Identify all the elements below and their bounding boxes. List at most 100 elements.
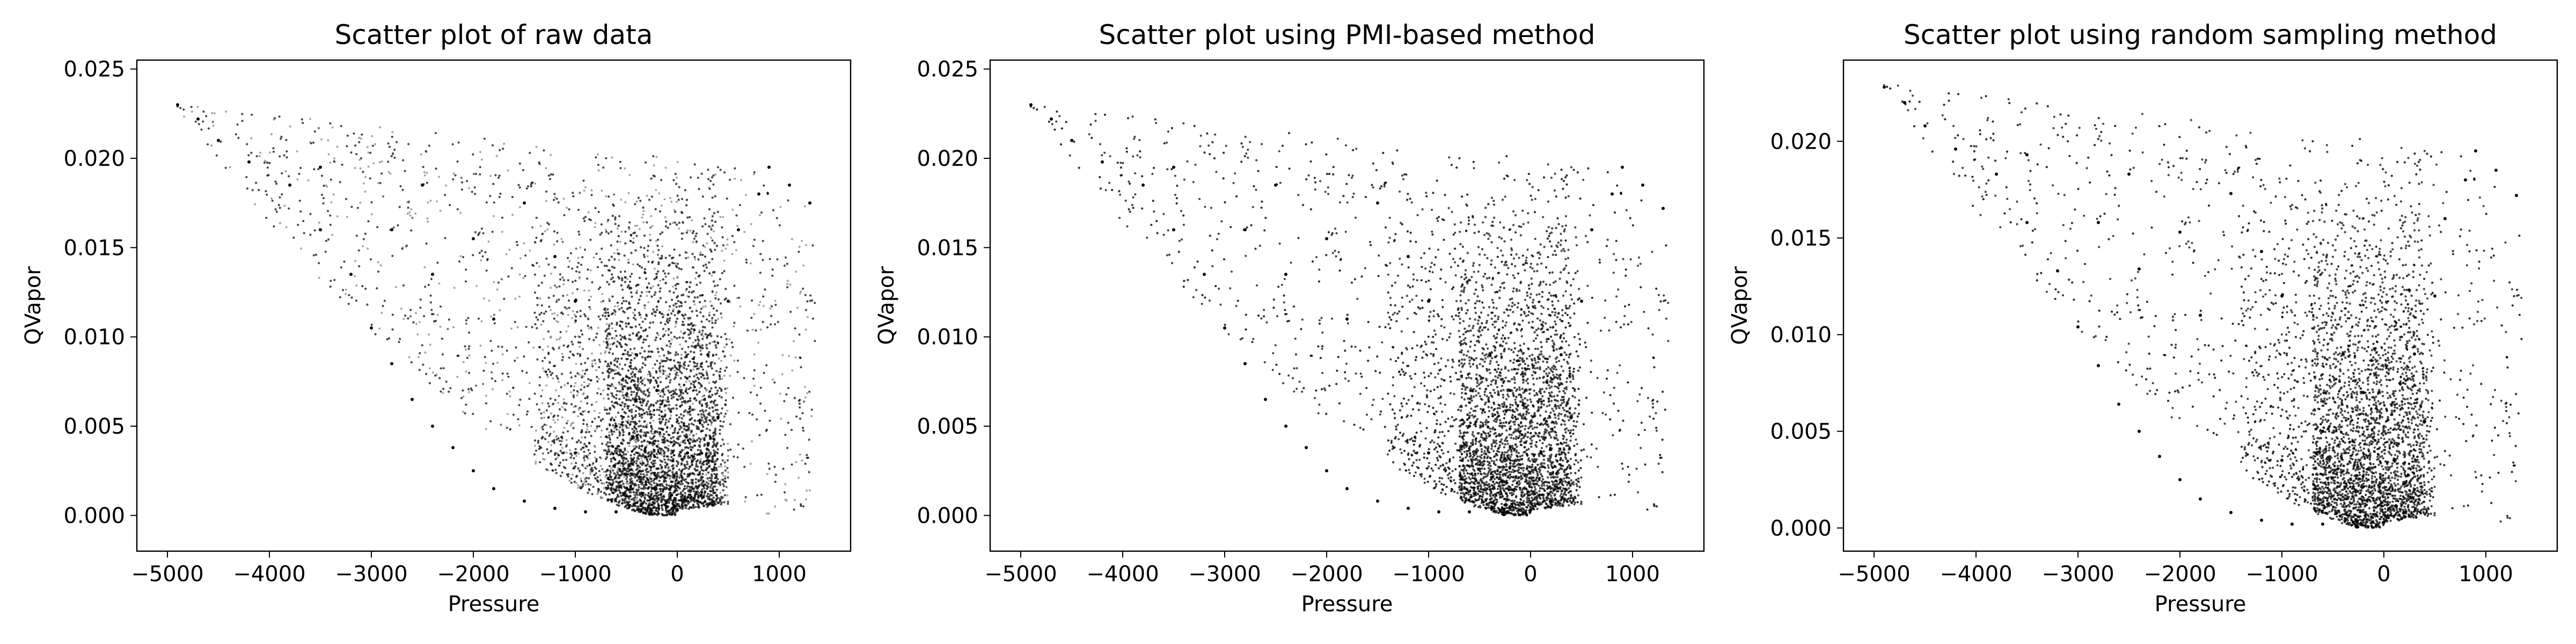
cloud-point bbox=[696, 283, 698, 286]
cloud-point bbox=[396, 141, 398, 143]
cloud-point bbox=[648, 199, 650, 201]
cloud-point bbox=[680, 197, 683, 200]
cloud-point bbox=[548, 360, 551, 363]
cloud-point bbox=[391, 136, 393, 138]
cloud-point bbox=[514, 297, 517, 300]
cloud-point bbox=[626, 450, 629, 453]
cloud-point bbox=[553, 317, 555, 320]
cloud-point bbox=[725, 338, 728, 340]
cloud-point bbox=[611, 327, 614, 330]
cloud-point bbox=[572, 411, 575, 414]
cloud-point bbox=[634, 494, 636, 496]
cloud-point bbox=[721, 454, 723, 457]
cloud-point bbox=[588, 218, 591, 221]
cloud-point bbox=[552, 377, 554, 379]
cloud-point bbox=[699, 281, 701, 284]
cloud-point bbox=[722, 482, 724, 485]
cloud-point bbox=[668, 373, 671, 376]
cloud-point bbox=[726, 244, 729, 246]
cloud-point bbox=[207, 143, 209, 145]
cloud-point bbox=[599, 258, 601, 260]
cloud-point bbox=[669, 417, 671, 420]
cloud-point bbox=[602, 372, 604, 374]
cloud-point bbox=[591, 281, 594, 283]
cloud-point bbox=[638, 311, 640, 314]
cloud-point bbox=[624, 270, 626, 273]
cloud-point bbox=[710, 387, 713, 390]
cloud-point bbox=[554, 452, 557, 455]
cloud-point bbox=[283, 204, 286, 207]
cloud-point bbox=[706, 389, 708, 391]
cloud-point bbox=[638, 311, 640, 314]
cloud-point bbox=[556, 314, 559, 317]
cloud-point bbox=[706, 347, 708, 350]
cloud-point bbox=[613, 305, 616, 308]
cloud-point bbox=[402, 159, 405, 162]
cloud-point bbox=[594, 430, 596, 433]
cloud-point bbox=[595, 252, 598, 255]
cloud-point bbox=[582, 423, 585, 425]
cloud-point bbox=[655, 478, 658, 481]
cloud-point bbox=[424, 351, 427, 354]
cloud-point bbox=[708, 311, 711, 314]
cloud-point bbox=[705, 481, 708, 484]
cloud-point bbox=[310, 142, 312, 144]
cloud-point bbox=[759, 328, 762, 331]
cloud-point bbox=[576, 390, 579, 392]
cloud-point bbox=[582, 419, 585, 422]
cloud-point bbox=[559, 450, 562, 452]
cloud-point bbox=[701, 437, 704, 440]
cloud-point bbox=[313, 229, 316, 232]
cloud-point bbox=[605, 456, 608, 458]
cloud-point bbox=[572, 292, 574, 295]
cloud-point bbox=[579, 471, 581, 473]
cloud-point bbox=[676, 275, 679, 278]
cloud-point bbox=[781, 373, 784, 376]
cloud-point bbox=[711, 215, 714, 217]
cloud-point bbox=[684, 189, 686, 192]
cloud-point bbox=[670, 312, 672, 315]
cloud-point bbox=[462, 256, 464, 259]
cloud-point bbox=[426, 172, 428, 174]
cloud-point bbox=[716, 166, 719, 169]
cloud-point bbox=[590, 194, 593, 196]
cloud-point bbox=[604, 331, 607, 333]
cloud-point bbox=[604, 229, 607, 231]
cloud-point bbox=[620, 326, 623, 328]
cloud-point bbox=[810, 415, 813, 418]
cloud-point bbox=[465, 319, 467, 321]
cloud-point bbox=[722, 443, 725, 445]
cloud-point bbox=[501, 379, 504, 382]
cloud-point bbox=[733, 360, 736, 362]
cloud-point bbox=[582, 217, 585, 219]
cloud-point bbox=[585, 480, 588, 483]
cloud-point bbox=[534, 182, 537, 185]
cloud-point bbox=[534, 241, 537, 244]
cloud-point bbox=[651, 177, 653, 180]
cloud-point bbox=[743, 465, 746, 468]
cloud-point bbox=[553, 266, 555, 268]
cloud-point bbox=[667, 328, 670, 331]
cloud-point bbox=[628, 221, 631, 224]
cloud-point bbox=[393, 149, 396, 151]
cloud-point bbox=[225, 110, 227, 113]
cloud-point bbox=[535, 237, 538, 239]
cloud-point bbox=[639, 462, 642, 465]
cloud-point bbox=[559, 336, 562, 339]
cloud-point bbox=[309, 141, 311, 144]
cloud-point bbox=[250, 137, 253, 140]
cloud-point bbox=[706, 242, 708, 245]
cloud-point bbox=[511, 214, 514, 216]
cloud-point bbox=[664, 166, 667, 169]
cloud-point bbox=[708, 225, 711, 228]
cloud-point bbox=[179, 107, 182, 109]
cloud-point bbox=[711, 415, 713, 418]
cloud-point bbox=[531, 226, 533, 229]
cloud-point bbox=[596, 392, 598, 394]
cloud-point bbox=[626, 278, 629, 280]
cloud-point bbox=[648, 380, 650, 383]
cloud-point bbox=[720, 396, 723, 399]
cloud-point bbox=[559, 278, 561, 281]
cloud-point bbox=[346, 216, 348, 218]
cloud-point bbox=[486, 259, 488, 261]
